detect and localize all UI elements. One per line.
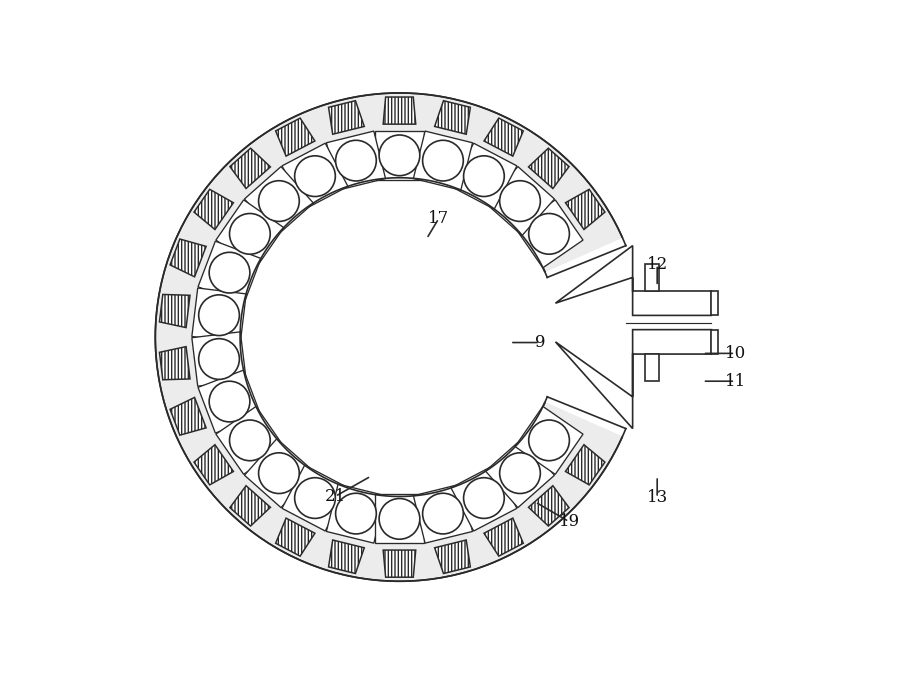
Circle shape (199, 338, 239, 379)
Text: 19: 19 (558, 513, 579, 530)
Polygon shape (192, 288, 246, 343)
Polygon shape (230, 486, 271, 526)
Text: 9: 9 (534, 334, 545, 351)
Wedge shape (539, 236, 647, 438)
Polygon shape (515, 407, 583, 475)
Circle shape (379, 498, 420, 539)
Polygon shape (198, 241, 261, 304)
Polygon shape (230, 148, 271, 189)
Circle shape (335, 140, 377, 181)
Polygon shape (451, 465, 517, 531)
Text: 17: 17 (428, 210, 449, 227)
Polygon shape (159, 347, 190, 380)
Polygon shape (485, 439, 554, 507)
Circle shape (259, 453, 299, 494)
Polygon shape (485, 167, 554, 236)
Polygon shape (198, 370, 261, 433)
Circle shape (295, 156, 335, 197)
Polygon shape (275, 118, 315, 156)
Polygon shape (375, 494, 424, 543)
Polygon shape (435, 540, 471, 573)
Circle shape (229, 420, 270, 461)
Polygon shape (244, 439, 313, 507)
Circle shape (423, 493, 463, 534)
Circle shape (229, 214, 270, 254)
Text: 11: 11 (725, 373, 746, 390)
Text: 12: 12 (647, 256, 668, 273)
Circle shape (529, 420, 569, 461)
Bar (645, 354, 659, 381)
Polygon shape (194, 445, 233, 485)
Polygon shape (326, 131, 386, 190)
Polygon shape (159, 294, 190, 328)
Circle shape (240, 178, 559, 496)
Polygon shape (484, 518, 523, 556)
Polygon shape (515, 200, 583, 268)
Polygon shape (565, 189, 605, 229)
Polygon shape (414, 484, 472, 543)
Circle shape (529, 214, 569, 254)
Polygon shape (555, 246, 711, 315)
Circle shape (463, 477, 505, 518)
Circle shape (500, 453, 541, 494)
Circle shape (379, 135, 420, 176)
Polygon shape (329, 101, 365, 134)
Circle shape (500, 180, 541, 221)
Circle shape (463, 156, 505, 197)
Polygon shape (435, 101, 471, 134)
Polygon shape (244, 167, 313, 236)
Circle shape (335, 493, 377, 534)
Polygon shape (329, 540, 365, 573)
Polygon shape (529, 148, 569, 189)
Polygon shape (555, 330, 711, 428)
Polygon shape (326, 484, 386, 543)
Wedge shape (156, 93, 644, 582)
Polygon shape (484, 118, 523, 156)
Polygon shape (192, 332, 246, 386)
Polygon shape (275, 518, 315, 556)
Polygon shape (216, 200, 284, 268)
Polygon shape (216, 407, 284, 475)
Wedge shape (400, 272, 560, 402)
Text: 21: 21 (324, 488, 345, 505)
Bar (711, 330, 718, 354)
Text: 13: 13 (647, 490, 668, 507)
Circle shape (209, 252, 250, 293)
Circle shape (199, 295, 239, 336)
Polygon shape (170, 398, 206, 435)
Text: 10: 10 (725, 345, 746, 362)
Polygon shape (282, 143, 348, 209)
Polygon shape (194, 189, 233, 229)
Polygon shape (383, 97, 415, 124)
Bar (711, 291, 718, 315)
Polygon shape (170, 239, 206, 276)
Circle shape (423, 140, 463, 181)
Polygon shape (383, 550, 415, 577)
Polygon shape (451, 143, 517, 209)
Bar (645, 264, 659, 291)
Circle shape (295, 477, 335, 518)
Polygon shape (282, 465, 348, 531)
Circle shape (259, 180, 299, 221)
Polygon shape (529, 486, 569, 526)
Circle shape (209, 381, 250, 422)
Polygon shape (375, 131, 424, 180)
Polygon shape (414, 131, 472, 190)
Polygon shape (565, 445, 605, 485)
